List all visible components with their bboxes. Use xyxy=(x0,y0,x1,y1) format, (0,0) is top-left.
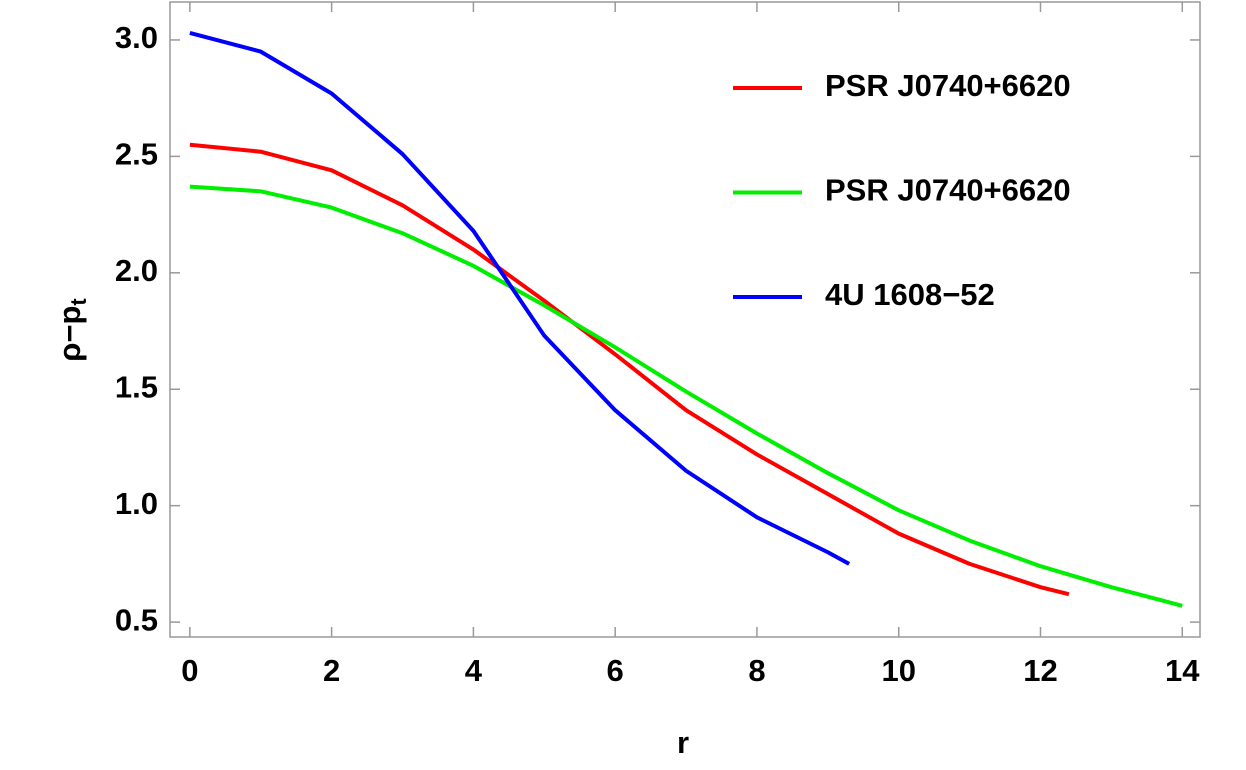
y-tick-label: 0.5 xyxy=(115,602,158,637)
legend-label: PSR J0740+6620 xyxy=(825,173,1071,208)
y-axis-label-main: ρ−p xyxy=(52,306,87,362)
y-tick-label: 1.5 xyxy=(115,369,158,404)
x-axis-label: r xyxy=(677,725,689,760)
y-tick-label: 1.0 xyxy=(115,486,158,521)
x-tick-label: 12 xyxy=(1023,653,1057,688)
y-tick-label: 2.5 xyxy=(115,137,158,172)
legend-label: PSR J0740+6620 xyxy=(825,68,1071,103)
series-line xyxy=(189,184,1183,608)
x-tick-label: 14 xyxy=(1165,653,1200,688)
x-tick-label: 10 xyxy=(881,653,915,688)
y-axis-label-subscript: t xyxy=(66,298,91,306)
x-tick-label: 8 xyxy=(748,653,765,688)
x-tick-label: 6 xyxy=(607,653,624,688)
plot-frame xyxy=(169,1,1201,638)
y-axis-label: ρ−pt xyxy=(52,298,91,362)
y-tick-label: 2.0 xyxy=(115,253,158,288)
legend-label: 4U 1608−52 xyxy=(825,277,995,312)
x-tick-label: 2 xyxy=(323,653,340,688)
series-line xyxy=(189,142,1070,597)
y-tick-label: 3.0 xyxy=(115,20,158,55)
series-line xyxy=(189,31,851,566)
x-tick-label: 0 xyxy=(181,653,198,688)
x-tick-label: 4 xyxy=(465,653,483,688)
